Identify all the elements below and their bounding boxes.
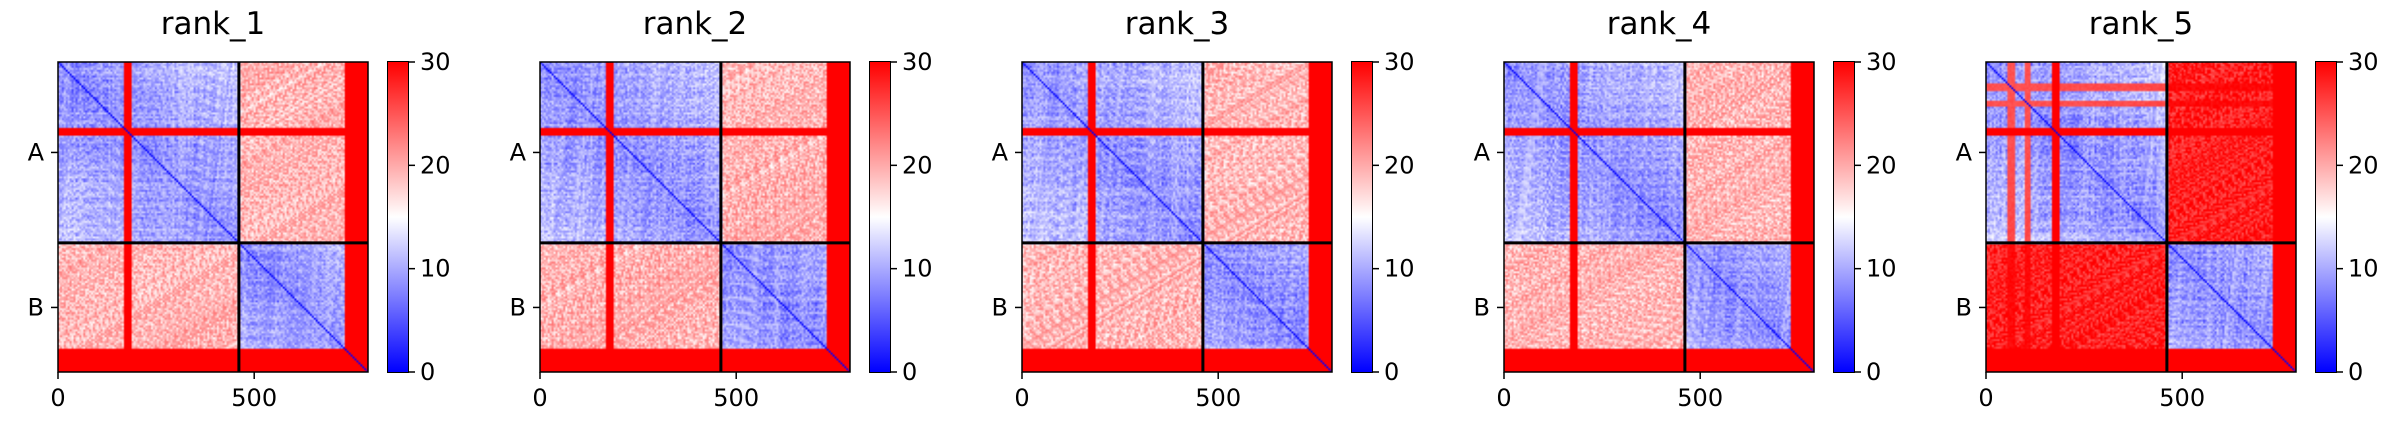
axes-overlay: 0 500 A B 0 10 20 30: [1956, 48, 2379, 412]
colorbar-tick-label: 20: [1866, 151, 1897, 179]
axes-overlay: 0 500 A B 0 10 20 30: [1474, 48, 1897, 412]
axes-frame: [539, 61, 851, 373]
colorbar-tick-label: 30: [1866, 48, 1897, 76]
heatmap-panel: rank_4 0 500 A B 0 10 20 30: [1446, 0, 1926, 438]
colorbar-tick-label: 20: [1384, 151, 1415, 179]
colorbar-tick-label: 10: [1384, 255, 1415, 283]
axes-frame: [1985, 61, 2297, 373]
axes-frame: [57, 61, 369, 373]
x-tick-label: 0: [1496, 384, 1511, 412]
colorbar-tick-label: 20: [2348, 151, 2379, 179]
colorbar-tick-label: 0: [902, 358, 917, 386]
chain-label: B: [1474, 293, 1490, 321]
chain-label: A: [1956, 138, 1973, 166]
panel-title: rank_3: [1124, 6, 1230, 42]
colorbar: [2315, 61, 2337, 373]
colorbar: [1351, 61, 1373, 373]
heatmap-panel: rank_1 0 500 A B 0 10 20 30: [0, 0, 480, 438]
panel-title: rank_4: [1606, 6, 1712, 42]
pae-heatmap: [1504, 62, 1814, 372]
colorbar-tick-label: 10: [420, 255, 451, 283]
x-tick-label: 500: [2159, 384, 2205, 412]
axes-overlay: 0 500 A B 0 10 20 30: [28, 48, 451, 412]
heatmap-panel: rank_5 0 500 A B 0 10 20 30: [1928, 0, 2401, 438]
x-tick-label: 500: [1677, 384, 1723, 412]
colorbar: [387, 61, 409, 373]
chain-label: A: [992, 138, 1009, 166]
chain-label: B: [1956, 293, 1972, 321]
x-tick-label: 500: [713, 384, 759, 412]
x-tick-label: 0: [1014, 384, 1029, 412]
pae-heatmap: [58, 62, 368, 372]
colorbar-tick-label: 0: [1384, 358, 1399, 386]
colorbar-tick-label: 30: [2348, 48, 2379, 76]
pae-heatmap: [1986, 62, 2296, 372]
x-tick-label: 500: [231, 384, 277, 412]
pae-heatmap: [1022, 62, 1332, 372]
chain-label: B: [28, 293, 44, 321]
colorbar-tick-label: 10: [902, 255, 933, 283]
x-tick-label: 0: [50, 384, 65, 412]
panel-title: rank_5: [2088, 6, 2194, 42]
colorbar-tick-label: 20: [420, 151, 451, 179]
colorbar-tick-label: 0: [420, 358, 435, 386]
chain-label: B: [510, 293, 526, 321]
axes-frame: [1503, 61, 1815, 373]
colorbar-tick-label: 30: [420, 48, 451, 76]
pae-heatmap: [540, 62, 850, 372]
chain-label: A: [1474, 138, 1491, 166]
chain-label: A: [28, 138, 45, 166]
colorbar: [1833, 61, 1855, 373]
colorbar-tick-label: 0: [1866, 358, 1881, 386]
axes-frame: [1021, 61, 1333, 373]
chain-label: A: [510, 138, 527, 166]
heatmap-panel: rank_3 0 500 A B 0 10 20 30: [964, 0, 1444, 438]
x-tick-label: 0: [532, 384, 547, 412]
panel-title: rank_2: [642, 6, 748, 42]
colorbar: [869, 61, 891, 373]
axes-overlay: 0 500 A B 0 10 20 30: [510, 48, 933, 412]
colorbar-tick-label: 10: [2348, 255, 2379, 283]
panel-title: rank_1: [160, 6, 266, 42]
colorbar-tick-label: 30: [1384, 48, 1415, 76]
chain-label: B: [992, 293, 1008, 321]
x-tick-label: 0: [1978, 384, 1993, 412]
x-tick-label: 500: [1195, 384, 1241, 412]
colorbar-tick-label: 0: [2348, 358, 2363, 386]
colorbar-tick-label: 30: [902, 48, 933, 76]
colorbar-tick-label: 20: [902, 151, 933, 179]
heatmap-panel: rank_2 0 500 A B 0 10 20 30: [482, 0, 962, 438]
axes-overlay: 0 500 A B 0 10 20 30: [992, 48, 1415, 412]
colorbar-tick-label: 10: [1866, 255, 1897, 283]
